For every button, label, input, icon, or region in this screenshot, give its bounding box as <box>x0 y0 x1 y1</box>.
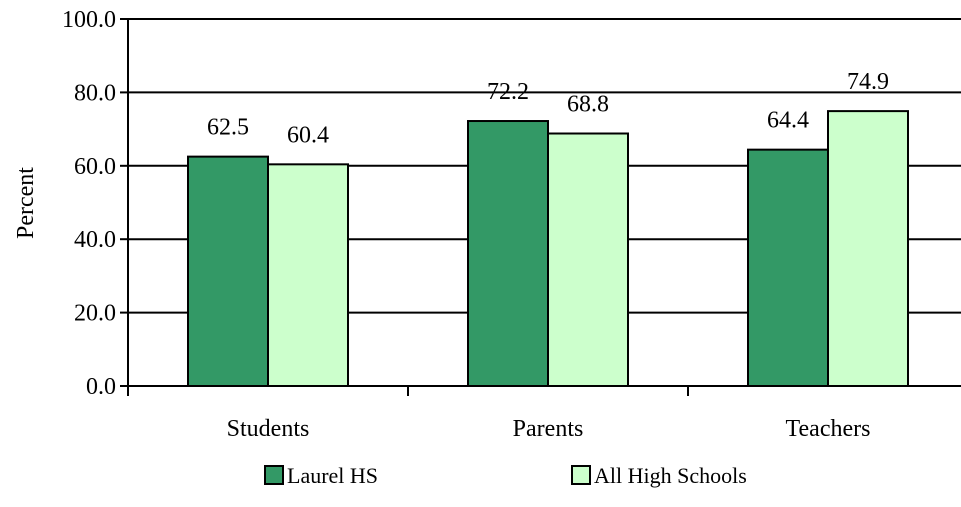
y-tick-label-4: 80.0 <box>74 80 116 106</box>
bar-series1-parents <box>467 120 549 387</box>
bar-series1-students <box>187 155 269 387</box>
category-label-students: Students <box>227 416 310 442</box>
y-tick-label-3: 60.0 <box>74 154 116 180</box>
data-label-series1-parents: 72.2 <box>487 79 529 105</box>
legend-swatch-2 <box>571 465 591 485</box>
category-label-parents: Parents <box>513 416 584 442</box>
bar-series2-teachers <box>827 110 909 387</box>
legend-label-2: All High Schools <box>594 463 747 488</box>
data-label-series1-students: 62.5 <box>207 115 249 141</box>
y-tick-label-1: 20.0 <box>74 301 116 327</box>
y-tick-label-5: 100.0 <box>62 7 116 33</box>
bar-series2-parents <box>547 132 629 387</box>
data-label-series2-parents: 68.8 <box>567 92 609 118</box>
data-label-series1-teachers: 64.4 <box>767 108 809 134</box>
y-axis-title: Percent <box>13 167 39 239</box>
legend-swatch-1 <box>264 465 284 485</box>
category-label-teachers: Teachers <box>786 416 871 442</box>
data-label-series2-students: 60.4 <box>287 122 329 148</box>
bar-series2-students <box>267 163 349 387</box>
bar-series1-teachers <box>747 148 829 387</box>
data-label-series2-teachers: 74.9 <box>847 69 889 95</box>
y-tick-label-2: 40.0 <box>74 227 116 253</box>
legend-label-1: Laurel HS <box>287 463 378 488</box>
y-tick-label-0: 0.0 <box>86 374 116 400</box>
